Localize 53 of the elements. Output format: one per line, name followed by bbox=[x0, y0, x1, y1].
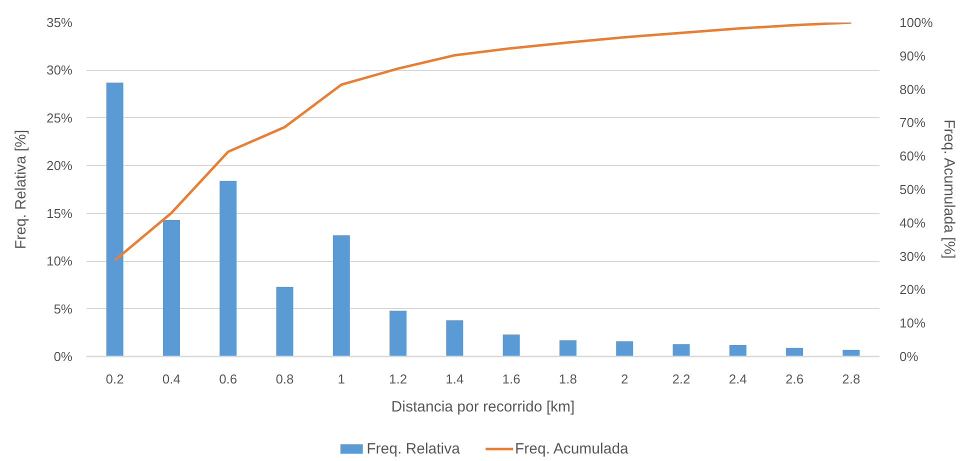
y-axis-title: Freq. Relativa [%] bbox=[12, 130, 30, 250]
bar bbox=[446, 320, 464, 356]
y2-tick-label: 20% bbox=[900, 282, 926, 298]
bar bbox=[106, 82, 124, 356]
y-tick-label: 35% bbox=[46, 15, 73, 30]
x-tick-label: 1.2 bbox=[389, 372, 408, 386]
x-tick-label: 2.4 bbox=[728, 372, 747, 386]
bar bbox=[332, 235, 350, 356]
bar bbox=[162, 220, 180, 356]
bar bbox=[729, 345, 746, 356]
legend-label: Freq. Relativa bbox=[366, 440, 460, 457]
y2-tick-label: 0% bbox=[900, 349, 919, 364]
x-axis-title: Distancia por recorrido [km] bbox=[391, 398, 575, 416]
x-tick-label: 1.6 bbox=[502, 372, 520, 386]
y2-tick-label: 90% bbox=[900, 48, 926, 64]
y2-tick-label: 80% bbox=[900, 82, 926, 97]
y2-tick-label: 10% bbox=[900, 316, 926, 331]
x-tick-label: 2.6 bbox=[786, 372, 804, 386]
x-tick-label: 1 bbox=[338, 372, 346, 386]
x-tick-label: 2 bbox=[620, 372, 628, 386]
y-tick-label: 30% bbox=[46, 62, 73, 78]
bar bbox=[390, 310, 407, 356]
y-tick-label: 10% bbox=[46, 254, 73, 269]
bar bbox=[220, 180, 237, 356]
bar bbox=[842, 350, 860, 356]
y2-tick-label: 30% bbox=[900, 248, 926, 264]
x-tick-label: 1.8 bbox=[558, 372, 578, 386]
bar bbox=[616, 341, 634, 356]
y2-tick-label: 100% bbox=[900, 15, 934, 30]
y2-tick-label: 70% bbox=[900, 115, 926, 130]
bar bbox=[502, 334, 520, 356]
x-tick-label: 0.8 bbox=[276, 372, 294, 386]
y-tick-label: 20% bbox=[46, 158, 73, 174]
x-tick-label: 0.2 bbox=[106, 372, 124, 386]
legend-label: Freq. Acumulada bbox=[514, 440, 628, 457]
bar bbox=[786, 348, 804, 356]
y2-tick-label: 50% bbox=[900, 182, 926, 197]
bar bbox=[559, 340, 576, 356]
x-tick-label: 2.2 bbox=[672, 372, 690, 386]
y2-tick-label: 40% bbox=[900, 215, 926, 230]
x-tick-label: 1.4 bbox=[446, 372, 464, 386]
y-tick-label: 0% bbox=[54, 349, 73, 364]
line-series bbox=[114, 22, 852, 262]
y-tick-label: 5% bbox=[54, 301, 73, 316]
bar bbox=[276, 286, 294, 356]
y-tick-label: 15% bbox=[46, 206, 73, 221]
y2-axis-title: Freq. Acumulada [%] bbox=[940, 119, 958, 259]
y2-tick-label: 60% bbox=[900, 148, 926, 164]
bar bbox=[672, 344, 690, 356]
y-tick-label: 25% bbox=[46, 110, 73, 126]
x-tick-label: 0.6 bbox=[219, 372, 238, 386]
x-tick-label: 2.8 bbox=[842, 372, 860, 386]
x-tick-label: 0.4 bbox=[162, 372, 181, 386]
